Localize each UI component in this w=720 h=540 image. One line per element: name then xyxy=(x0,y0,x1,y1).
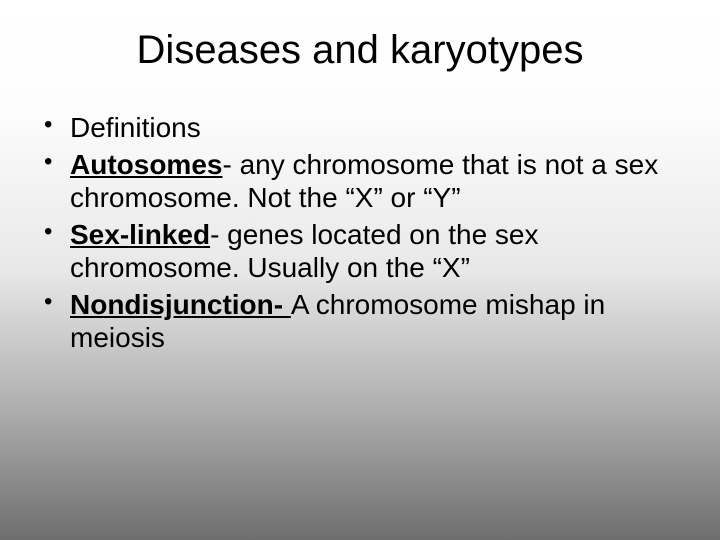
bullet-text: Definitions xyxy=(70,112,201,143)
list-item: Sex-linked- genes located on the sex chr… xyxy=(36,218,680,284)
bullet-term: Autosomes xyxy=(70,149,222,180)
list-item: Nondisjunction- A chromosome mishap in m… xyxy=(36,288,680,354)
list-item: Definitions xyxy=(36,111,680,144)
slide-content: Definitions Autosomes- any chromosome th… xyxy=(0,111,720,354)
list-item: Autosomes- any chromosome that is not a … xyxy=(36,148,680,214)
bullet-term: Sex-linked xyxy=(70,219,210,250)
slide-title: Diseases and karyotypes xyxy=(0,0,720,111)
bullet-list: Definitions Autosomes- any chromosome th… xyxy=(36,111,680,354)
bullet-term: Nondisjunction- xyxy=(70,289,291,320)
slide: Diseases and karyotypes Definitions Auto… xyxy=(0,0,720,540)
